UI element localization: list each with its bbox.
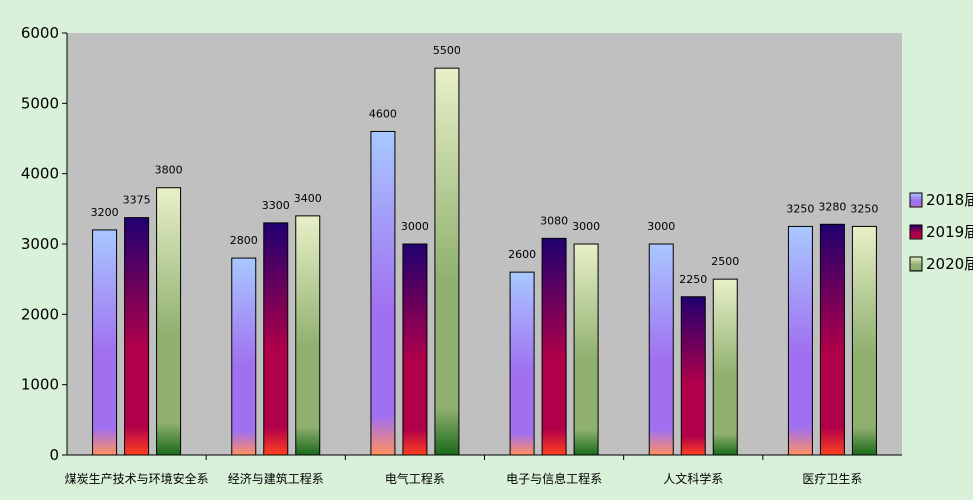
bar-2018届-1 [231,257,257,456]
legend-label: 2018届 [926,191,973,209]
bars-group: 3200 3375 3800 2800 3300 3400 4600 3000 5500 2600… [91,44,878,456]
x-category-label: 医疗卫生系 [802,472,862,486]
data-label: 2500 [711,255,739,268]
data-label: 2600 [508,248,536,261]
legend-label: 2019届 [926,223,973,241]
bar-2020届-2 [434,67,460,456]
bar-2019届-5 [819,223,845,456]
bar-2019届-0 [124,217,150,456]
bar-2018届-4 [648,243,674,456]
bar-2018届-2 [370,130,396,456]
data-label: 3000 [647,220,675,233]
plot-area [67,33,902,455]
bar-2018届-5 [787,225,813,456]
data-label: 2800 [230,234,258,247]
y-axis: 0 1000 2000 3000 4000 5000 6000 [21,24,68,464]
bar-2019届-1 [263,222,289,456]
data-label: 3800 [155,164,183,177]
data-label: 2250 [679,273,707,286]
legend-swatch-2020届 [909,256,923,272]
bar-2020届-5 [851,225,877,456]
y-tick-label: 1000 [21,376,59,394]
bar-2019届-4 [680,296,706,456]
data-label: 3280 [818,200,846,213]
bar-2019届-3 [541,237,567,456]
x-axis: 煤炭生产技术与环境安全系 经济与建筑工程系 电气工程系 电子与信息工程系 人文科学系 医疗… [65,454,902,486]
bar-2020届-4 [712,278,738,456]
x-category-label: 电子与信息工程系 [506,471,602,486]
data-label: 3200 [91,206,119,219]
data-label: 3300 [262,199,290,212]
legend-label: 2020届 [926,255,973,273]
legend-swatch-2019届 [909,224,923,240]
x-category-label: 人文科学系 [663,471,723,486]
data-label: 3000 [401,220,429,233]
y-tick-label: 4000 [21,165,59,183]
legend: 2018届 2019届 2020届 [909,191,973,273]
bar-2018届-3 [509,271,535,456]
bar-2020届-1 [295,215,321,456]
x-category-label: 煤炭生产技术与环境安全系 [65,471,209,486]
data-label: 4600 [369,107,397,120]
x-category-label: 电气工程系 [385,471,445,486]
y-tick-label: 5000 [21,94,59,112]
legend-swatch-2018届 [909,192,923,208]
bar-2018届-0 [92,229,118,456]
data-label: 3000 [572,220,600,233]
data-label: 3400 [294,192,322,205]
data-label: 3250 [850,202,878,215]
data-label: 3080 [540,214,568,227]
data-label: 3250 [786,202,814,215]
x-category-label: 经济与建筑工程系 [228,471,324,486]
y-tick-label: 2000 [21,305,59,323]
data-label: 5500 [433,44,461,57]
data-label: 3375 [123,194,151,207]
bar-2020届-3 [573,243,599,456]
y-tick-label: 6000 [21,24,59,42]
y-tick-label: 0 [49,446,59,464]
y-tick-label: 3000 [21,235,59,253]
bar-2019届-2 [402,243,428,456]
bar-2020届-0 [156,187,182,456]
